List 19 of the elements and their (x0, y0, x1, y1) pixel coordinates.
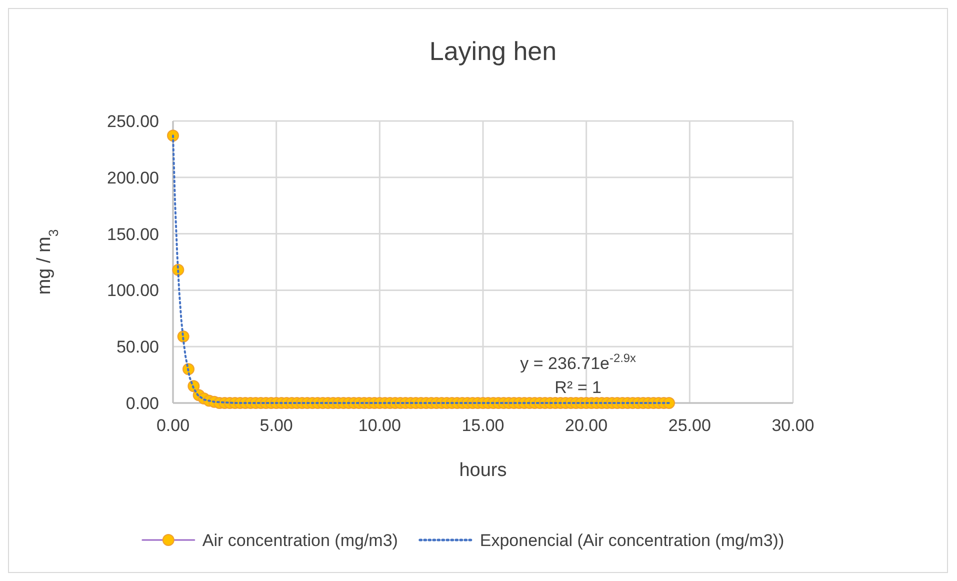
x-tick-label: 30.00 (772, 416, 814, 435)
legend-label: Exponencial (Air concentration (mg/m3)) (480, 531, 784, 550)
y-tick-label: 150.00 (107, 224, 159, 244)
y-tick-label: 0.00 (126, 394, 159, 413)
x-tick-label: 5.00 (260, 416, 293, 435)
legend-label: Air concentration (mg/m3) (202, 531, 398, 550)
y-tick-label: 200.00 (107, 168, 159, 188)
x-tick-label: 15.00 (462, 416, 504, 435)
x-axis-title: hours (459, 460, 507, 481)
y-tick-label: 250.00 (107, 112, 159, 131)
x-tick-label: 10.00 (358, 416, 401, 435)
x-tick-label: 20.00 (565, 416, 608, 435)
y-tick-label: 100.00 (107, 281, 159, 300)
chart-title: Laying hen (429, 36, 557, 66)
annotation: R² = 1 (554, 378, 602, 398)
x-tick-label: 0.00 (156, 416, 190, 435)
x-tick-label: 25.00 (668, 416, 711, 435)
y-tick-label: 50.00 (116, 338, 159, 357)
annotation: y = 236.71e$^{-2.9x}$ (520, 351, 636, 374)
